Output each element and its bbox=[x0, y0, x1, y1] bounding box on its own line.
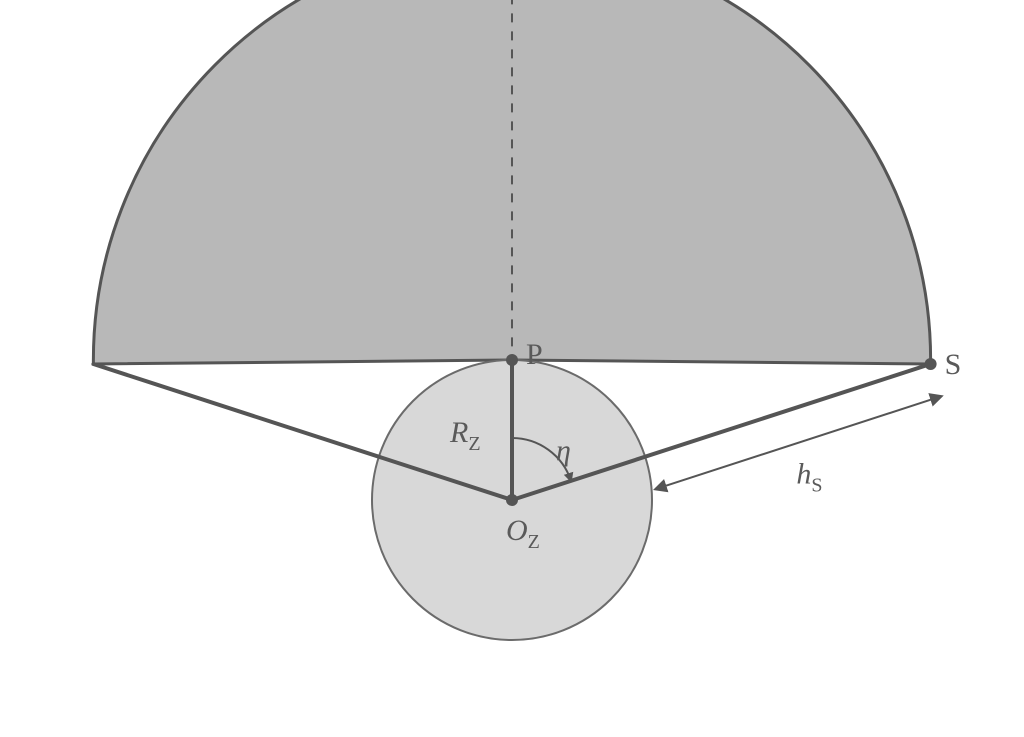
label-eta: η bbox=[556, 434, 571, 467]
point-p bbox=[506, 354, 518, 366]
point-s bbox=[925, 358, 937, 370]
label-hs: hS bbox=[796, 457, 822, 496]
point-oz bbox=[506, 494, 518, 506]
geometry-diagram: P S OZ RZ η hS bbox=[0, 0, 1024, 737]
label-s: S bbox=[945, 348, 962, 381]
label-p: P bbox=[526, 338, 543, 371]
